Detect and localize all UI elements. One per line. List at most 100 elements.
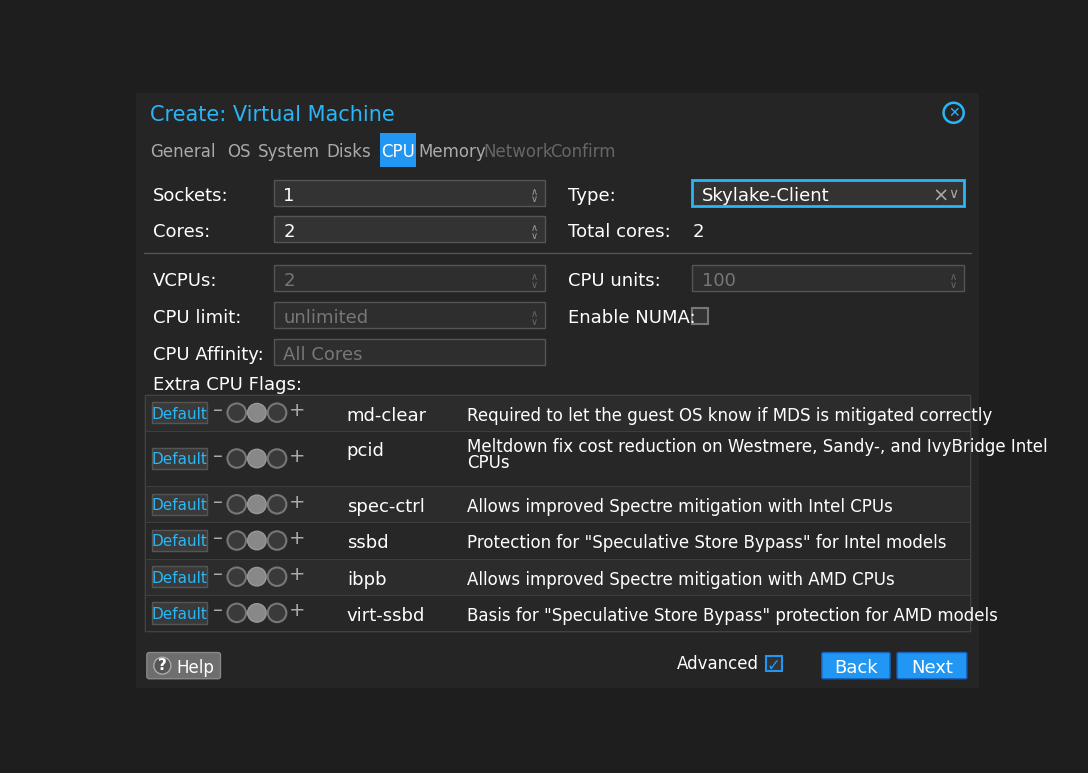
Text: CPU limit:: CPU limit: xyxy=(153,309,242,327)
FancyBboxPatch shape xyxy=(151,602,208,624)
Text: Allows improved Spectre mitigation with Intel CPUs: Allows improved Spectre mitigation with … xyxy=(467,498,893,516)
Text: VCPUs:: VCPUs: xyxy=(153,272,218,290)
Text: ✕: ✕ xyxy=(948,106,960,120)
Text: Enable NUMA:: Enable NUMA: xyxy=(568,309,696,327)
Circle shape xyxy=(227,531,246,550)
Text: md-clear: md-clear xyxy=(347,407,426,424)
FancyBboxPatch shape xyxy=(146,594,969,631)
Text: CPU: CPU xyxy=(381,143,415,161)
Text: ssbd: ssbd xyxy=(347,534,388,553)
Circle shape xyxy=(227,495,246,513)
FancyBboxPatch shape xyxy=(274,265,545,291)
FancyBboxPatch shape xyxy=(897,652,967,679)
Text: ibpb: ibpb xyxy=(347,570,386,588)
Text: –: – xyxy=(213,529,223,548)
Text: ∨: ∨ xyxy=(950,280,956,290)
FancyBboxPatch shape xyxy=(274,339,545,366)
Text: 2: 2 xyxy=(692,223,704,241)
Text: Memory: Memory xyxy=(419,143,486,161)
Text: Protection for "Speculative Store Bypass" for Intel models: Protection for "Speculative Store Bypass… xyxy=(467,534,947,553)
Circle shape xyxy=(153,657,171,674)
Text: spec-ctrl: spec-ctrl xyxy=(347,498,424,516)
FancyBboxPatch shape xyxy=(151,530,208,551)
Text: Cores:: Cores: xyxy=(153,223,210,241)
Circle shape xyxy=(248,531,267,550)
Circle shape xyxy=(227,604,246,622)
Text: Default: Default xyxy=(151,607,208,621)
Circle shape xyxy=(227,449,246,468)
Text: ?: ? xyxy=(158,658,166,673)
Circle shape xyxy=(227,567,246,586)
Text: 100: 100 xyxy=(702,272,735,290)
Text: Meltdown fix cost reduction on Westmere, Sandy-, and IvyBridge Intel: Meltdown fix cost reduction on Westmere,… xyxy=(467,438,1048,457)
Text: virt-ssbd: virt-ssbd xyxy=(347,607,425,625)
Text: +: + xyxy=(289,565,306,584)
Text: Total cores:: Total cores: xyxy=(568,223,671,241)
FancyBboxPatch shape xyxy=(274,302,545,329)
Text: Help: Help xyxy=(176,659,214,677)
Text: CPUs: CPUs xyxy=(467,454,509,472)
FancyBboxPatch shape xyxy=(146,431,969,486)
Circle shape xyxy=(268,567,286,586)
Text: Create: Virtual Machine: Create: Virtual Machine xyxy=(150,105,395,125)
Text: Type:: Type: xyxy=(568,187,616,205)
Text: Default: Default xyxy=(151,498,208,513)
Text: ∨: ∨ xyxy=(949,187,959,201)
Text: +: + xyxy=(289,401,306,420)
FancyBboxPatch shape xyxy=(821,652,890,679)
Circle shape xyxy=(248,404,267,422)
FancyBboxPatch shape xyxy=(136,168,979,688)
Text: ∧: ∧ xyxy=(531,309,537,319)
Text: Advanced: Advanced xyxy=(677,655,759,673)
Text: ∧: ∧ xyxy=(950,272,956,282)
Text: –: – xyxy=(213,492,223,512)
Circle shape xyxy=(268,495,286,513)
Circle shape xyxy=(248,449,267,468)
Text: Required to let the guest OS know if MDS is mitigated correctly: Required to let the guest OS know if MDS… xyxy=(467,407,992,424)
FancyBboxPatch shape xyxy=(151,448,208,469)
FancyBboxPatch shape xyxy=(151,402,208,424)
FancyBboxPatch shape xyxy=(274,216,545,242)
FancyBboxPatch shape xyxy=(146,486,969,523)
Text: 2: 2 xyxy=(283,223,295,241)
FancyBboxPatch shape xyxy=(146,523,969,559)
Text: Default: Default xyxy=(151,452,208,468)
Text: –: – xyxy=(213,601,223,620)
Text: Confirm: Confirm xyxy=(551,143,616,161)
Text: ∧: ∧ xyxy=(531,187,537,196)
Text: General: General xyxy=(150,143,217,161)
Text: ∧: ∧ xyxy=(531,223,537,233)
Text: +: + xyxy=(289,492,306,512)
Circle shape xyxy=(227,404,246,422)
Text: Default: Default xyxy=(151,407,208,421)
FancyBboxPatch shape xyxy=(380,133,416,168)
Text: Disks: Disks xyxy=(326,143,371,161)
Text: +: + xyxy=(289,601,306,620)
Text: +: + xyxy=(289,447,306,465)
Text: ∨: ∨ xyxy=(531,230,537,240)
Text: CPU units:: CPU units: xyxy=(568,272,662,290)
Text: Network: Network xyxy=(483,143,553,161)
Text: –: – xyxy=(213,565,223,584)
Text: Sockets:: Sockets: xyxy=(153,187,228,205)
Text: pcid: pcid xyxy=(347,441,385,460)
Text: Skylake-Client: Skylake-Client xyxy=(702,187,829,205)
FancyBboxPatch shape xyxy=(151,493,208,515)
FancyBboxPatch shape xyxy=(136,133,979,168)
Text: ∨: ∨ xyxy=(531,194,537,204)
Text: –: – xyxy=(213,401,223,420)
FancyBboxPatch shape xyxy=(146,394,969,431)
Text: 1: 1 xyxy=(283,187,295,205)
Text: +: + xyxy=(289,529,306,548)
FancyBboxPatch shape xyxy=(274,180,545,206)
Circle shape xyxy=(268,531,286,550)
FancyBboxPatch shape xyxy=(151,566,208,587)
Text: Allows improved Spectre mitigation with AMD CPUs: Allows improved Spectre mitigation with … xyxy=(467,570,894,588)
Circle shape xyxy=(248,604,267,622)
Text: ×: × xyxy=(932,187,949,206)
Text: Default: Default xyxy=(151,570,208,585)
Text: Default: Default xyxy=(151,534,208,550)
Circle shape xyxy=(248,567,267,586)
FancyBboxPatch shape xyxy=(136,645,979,688)
Circle shape xyxy=(268,449,286,468)
